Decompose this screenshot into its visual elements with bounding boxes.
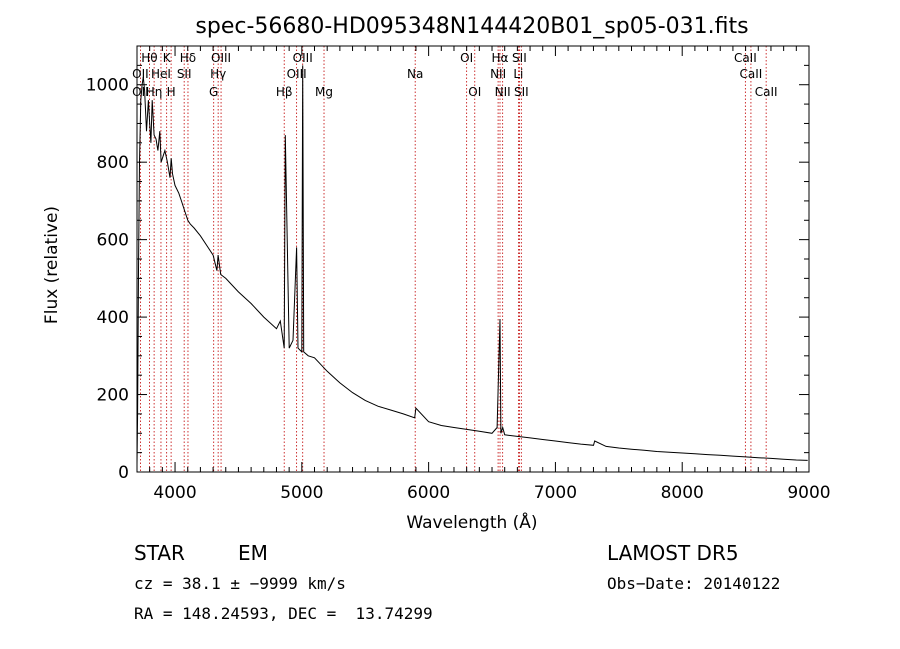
emission-line-label: G: [209, 85, 218, 99]
emission-line-label: Hδ: [180, 51, 196, 65]
emission-line-label: OI: [468, 85, 481, 99]
emission-line-label: OI: [460, 51, 473, 65]
emission-line-label: SII: [514, 85, 529, 99]
emission-line-label: H: [167, 85, 176, 99]
emission-line-label: NII: [490, 67, 506, 81]
emission-line-label: HeI: [151, 67, 171, 81]
plot-frame: [136, 45, 810, 473]
y-tick-label: 800: [97, 153, 129, 173]
y-axis: 0 200 400 600 800 1000: [86, 45, 809, 483]
y-tick-label: 0: [118, 463, 129, 483]
emission-line-label: OIII: [287, 67, 307, 81]
emission-line-label: OII: [132, 67, 149, 81]
emission-line-label: Hγ: [210, 67, 226, 81]
emission-line-label: Na: [407, 67, 423, 81]
y-tick-label: 600: [97, 231, 129, 251]
emission-line-label: CaII: [740, 67, 763, 81]
emission-line-label: NII: [495, 85, 511, 99]
x-tick-label: 4000: [153, 483, 196, 503]
emission-line-label: OIII: [211, 51, 231, 65]
observation-date: Obs−Date: 20140122: [607, 574, 781, 593]
survey-name: LAMOST DR5: [607, 541, 739, 565]
emission-line-label: OIII: [293, 51, 313, 65]
sky-coordinates: RA = 148.24593, DEC = 13.74299: [134, 604, 433, 623]
emission-line-label: SII: [512, 51, 527, 65]
emission-line-label: CaII: [755, 85, 778, 99]
x-tick-label: 7000: [534, 483, 577, 503]
emission-line-label: Hη: [146, 85, 163, 99]
redshift-velocity: cz = 38.1 ± −9999 km/s: [134, 574, 346, 593]
x-tick-label: 9000: [787, 483, 830, 503]
x-tick-label: 5000: [280, 483, 323, 503]
spectrum-line: [136, 65, 808, 465]
object-class: STAR: [134, 541, 185, 565]
y-tick-label: 200: [97, 386, 129, 406]
y-axis-label: Flux (relative): [42, 206, 62, 324]
emission-line-label: SII: [177, 67, 192, 81]
x-axis: 4000 5000 6000 7000 8000 9000: [149, 46, 831, 503]
x-tick-label: 8000: [661, 483, 704, 503]
emission-line-label: K: [163, 51, 172, 65]
x-tick-label: 6000: [407, 483, 450, 503]
emission-line-label: Hα: [492, 51, 509, 65]
emission-line-label: Li: [513, 67, 523, 81]
y-tick-label: 1000: [86, 76, 129, 96]
chart-title: spec-56680-HD095348N144420B01_sp05-031.f…: [195, 14, 748, 39]
emission-line-label: Hθ: [141, 51, 157, 65]
x-axis-label: Wavelength (Å): [406, 511, 537, 533]
emission-line-label: Mg: [315, 85, 333, 99]
emission-line-label: CaII: [734, 51, 757, 65]
object-subclass: EM: [238, 541, 268, 565]
y-tick-label: 400: [97, 308, 129, 328]
emission-line-label: Hβ: [276, 85, 293, 99]
emission-line-markers: [140, 46, 767, 472]
